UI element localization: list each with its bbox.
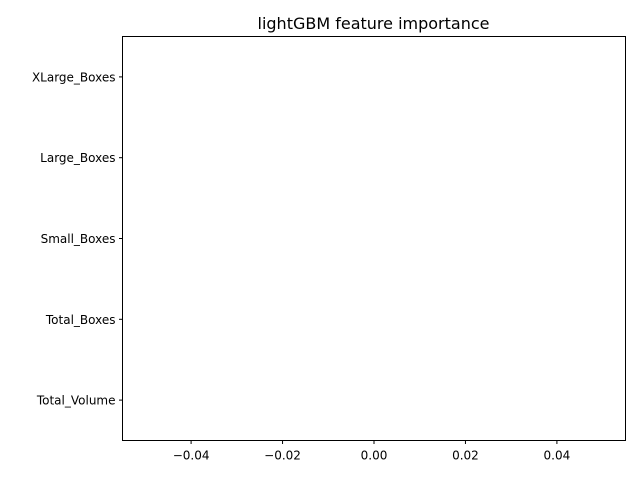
y-tick-label: XLarge_Boxes bbox=[32, 70, 116, 84]
x-tick-label: −0.02 bbox=[264, 449, 301, 463]
x-axis: −0.04 −0.02 0.00 0.02 0.04 bbox=[173, 440, 571, 463]
x-tick-label: 0.00 bbox=[361, 449, 388, 463]
y-tick-label: Small_Boxes bbox=[41, 232, 116, 246]
y-tick-label: Total_Volume bbox=[36, 394, 116, 408]
y-tick-label: Large_Boxes bbox=[40, 151, 115, 165]
x-tick-label: −0.04 bbox=[173, 449, 210, 463]
x-tick-label: 0.02 bbox=[452, 449, 479, 463]
x-tick-label: 0.04 bbox=[544, 449, 571, 463]
y-axis: Total_Volume Total_Boxes Small_Boxes Large_… bbox=[32, 70, 123, 408]
y-tick-label: Total_Boxes bbox=[45, 313, 116, 327]
plot-area-frame bbox=[122, 36, 626, 441]
chart-title: lightGBM feature importance bbox=[258, 14, 490, 33]
